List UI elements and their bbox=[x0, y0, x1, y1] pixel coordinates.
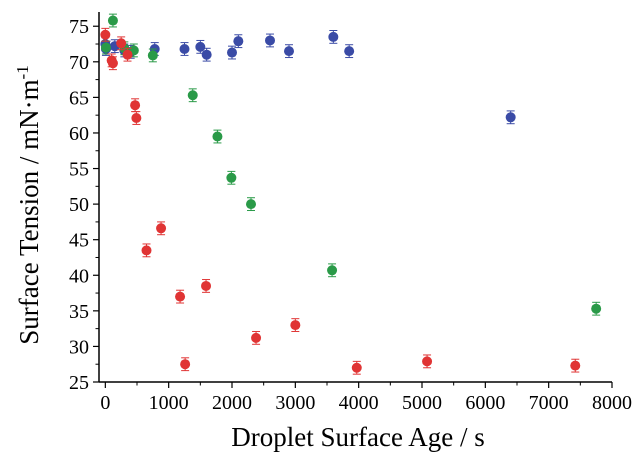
data-point bbox=[505, 112, 516, 123]
data-point bbox=[212, 131, 223, 142]
data-point bbox=[100, 29, 111, 40]
data-point bbox=[226, 172, 237, 183]
data-point bbox=[351, 362, 362, 373]
data-point bbox=[591, 303, 602, 314]
y-tick-label: 60 bbox=[69, 123, 89, 145]
data-point bbox=[116, 38, 127, 49]
y-tick-label: 50 bbox=[69, 194, 89, 216]
data-point bbox=[570, 360, 581, 371]
x-tick-label: 2000 bbox=[212, 392, 252, 414]
data-point bbox=[131, 113, 142, 124]
data-point bbox=[201, 280, 212, 291]
series-0 bbox=[100, 30, 516, 125]
data-point bbox=[122, 49, 133, 60]
x-axis-title: Droplet Surface Age / s bbox=[231, 422, 484, 452]
data-point bbox=[246, 199, 256, 210]
data-point bbox=[233, 36, 244, 47]
data-point bbox=[179, 44, 190, 54]
y-axis-title-superscript: -1 bbox=[13, 65, 32, 79]
x-tick-label: 0 bbox=[100, 392, 110, 414]
series-2 bbox=[100, 27, 581, 375]
data-point bbox=[265, 35, 275, 46]
plot-area bbox=[98, 12, 612, 383]
y-tick-label: 45 bbox=[69, 230, 89, 252]
data-point bbox=[175, 291, 186, 302]
data-point bbox=[141, 245, 152, 256]
y-tick-label: 55 bbox=[69, 159, 89, 181]
y-axis-title: Surface Tension / mN·m-1 bbox=[13, 65, 44, 344]
data-points bbox=[100, 13, 602, 375]
data-point bbox=[290, 320, 301, 331]
data-point bbox=[251, 332, 262, 343]
data-point bbox=[130, 100, 141, 111]
data-point bbox=[100, 42, 111, 53]
data-point bbox=[327, 265, 338, 276]
data-point bbox=[284, 46, 294, 57]
data-point bbox=[107, 15, 118, 26]
y-tick-label: 35 bbox=[69, 301, 89, 323]
x-tick-label: 6000 bbox=[465, 392, 505, 414]
data-point bbox=[156, 223, 167, 234]
data-point bbox=[180, 359, 191, 370]
y-tick-label: 25 bbox=[69, 372, 89, 394]
y-tick-label: 30 bbox=[69, 336, 89, 358]
data-point bbox=[195, 41, 206, 52]
x-tick-label: 1000 bbox=[149, 392, 189, 414]
axis-ticks: 0 1000 2000 3000 4000 5000 6000 7000 8000 25 30 35 4… bbox=[69, 16, 632, 414]
x-tick-label: 3000 bbox=[275, 392, 315, 414]
x-tick-label: 7000 bbox=[529, 392, 569, 414]
y-tick-label: 75 bbox=[69, 16, 89, 38]
y-tick-label: 70 bbox=[69, 52, 89, 74]
data-point bbox=[344, 46, 355, 57]
data-point bbox=[201, 49, 212, 60]
series-1 bbox=[100, 13, 602, 316]
y-tick-label: 65 bbox=[69, 87, 89, 109]
y-tick-label: 40 bbox=[69, 265, 89, 287]
x-tick-label: 4000 bbox=[339, 392, 379, 414]
y-axis-title-base: Surface Tension / mN·m bbox=[14, 79, 44, 344]
x-tick-label: 8000 bbox=[592, 392, 632, 414]
data-point bbox=[147, 50, 158, 61]
x-tick-label: 5000 bbox=[402, 392, 442, 414]
data-point bbox=[422, 356, 433, 367]
data-point bbox=[328, 31, 339, 42]
data-point bbox=[227, 47, 237, 58]
data-point bbox=[187, 90, 198, 101]
data-point bbox=[107, 58, 118, 69]
